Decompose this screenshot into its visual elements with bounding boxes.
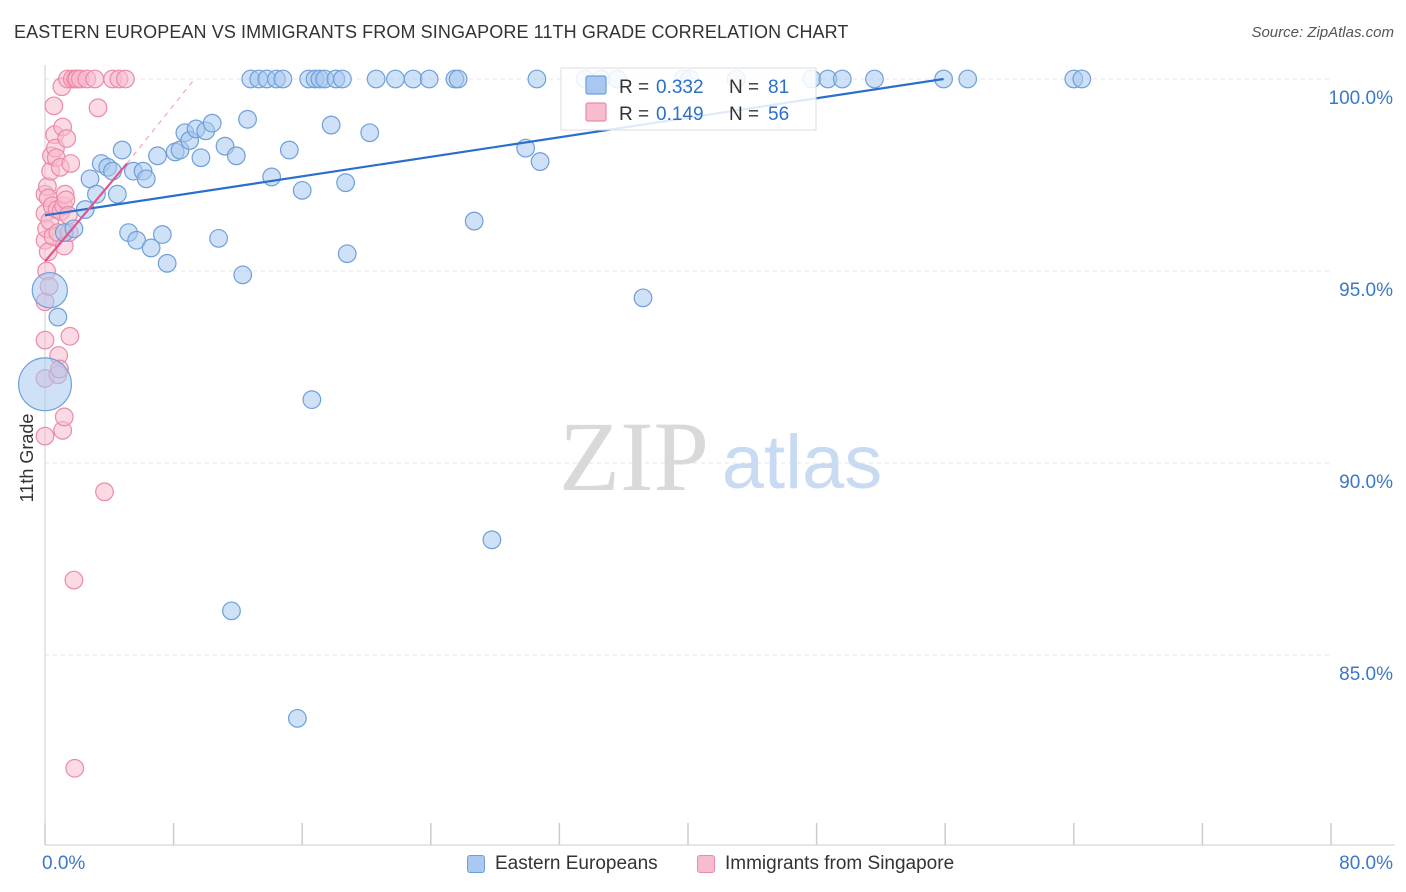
eastern-europeans-point — [226, 146, 246, 166]
eastern-europeans-point — [233, 265, 253, 285]
singapore-point — [65, 758, 85, 778]
series-eastern-europeans-points — [18, 69, 1092, 728]
eastern-europeans-point — [107, 184, 127, 204]
eastern-europeans-point — [958, 69, 978, 89]
eastern-europeans-point — [238, 109, 257, 129]
stats-r-value-pink: 0.149 — [656, 104, 704, 125]
eastern-europeans-point — [419, 69, 439, 89]
eastern-europeans-point — [262, 167, 282, 187]
stats-n-value-blue: 81 — [768, 77, 789, 98]
stats-legend-pink-swatch — [585, 102, 607, 122]
eastern-europeans-point — [127, 230, 147, 250]
stats-legend: R = 0.332 N = 81 R = 0.149 N = 56 — [560, 67, 817, 131]
singapore-point — [35, 330, 55, 350]
stats-n-label-pink: N = — [729, 104, 759, 125]
y-tick-label: 100.0% — [1329, 88, 1394, 109]
singapore-point — [115, 69, 135, 89]
legend-label-singapore: Immigrants from Singapore — [725, 853, 955, 874]
eastern-europeans-point — [141, 238, 161, 258]
eastern-europeans-point — [292, 180, 312, 200]
eastern-europeans-point — [482, 530, 502, 550]
eastern-europeans-point — [202, 113, 222, 133]
singapore-point — [60, 326, 80, 346]
eastern-europeans-point — [209, 228, 229, 248]
eastern-europeans-point — [31, 272, 69, 309]
singapore-point — [61, 154, 81, 173]
singapore-point — [35, 426, 55, 446]
eastern-europeans-point — [48, 307, 68, 327]
chart-title: EASTERN EUROPEAN VS IMMIGRANTS FROM SING… — [14, 22, 849, 42]
watermark-zip: ZIP — [559, 401, 709, 512]
eastern-europeans-point — [360, 123, 380, 143]
singapore-point — [85, 69, 105, 89]
axes — [44, 65, 1395, 846]
y-tick-label: 85.0% — [1339, 664, 1393, 685]
legend-swatch-pink — [697, 855, 715, 873]
eastern-europeans-point — [302, 390, 322, 410]
stats-r-value-blue: 0.332 — [656, 77, 704, 98]
trend-line-singapore-extension — [126, 78, 195, 164]
eastern-europeans-point — [18, 357, 72, 412]
stats-r-label-blue: R = — [619, 77, 649, 98]
eastern-europeans-point — [87, 184, 106, 204]
singapore-point — [44, 96, 64, 116]
eastern-europeans-point — [403, 69, 423, 89]
eastern-europeans-point — [530, 152, 550, 171]
tick-labels: 100.0% 95.0% 90.0% 85.0% 0.0% 80.0% — [42, 88, 1393, 874]
bottom-legend: Eastern Europeans Immigrants from Singap… — [0, 850, 1406, 880]
trend-line-singapore — [44, 162, 128, 263]
singapore-point — [64, 570, 84, 590]
x-tick-label-min: 0.0% — [42, 853, 85, 874]
eastern-europeans-point — [103, 161, 122, 181]
eastern-europeans-point — [1072, 69, 1092, 89]
eastern-europeans-point — [191, 148, 211, 168]
singapore-point — [95, 482, 114, 502]
eastern-europeans-point — [337, 244, 357, 264]
watermark-atlas: atlas — [722, 420, 883, 505]
eastern-europeans-point — [832, 69, 852, 89]
eastern-europeans-point — [527, 69, 547, 89]
eastern-europeans-point — [222, 601, 241, 621]
stats-n-label-blue: N = — [729, 77, 759, 98]
x-tick-label-max: 80.0% — [1339, 853, 1393, 874]
eastern-europeans-point — [136, 169, 156, 189]
legend-label-eastern-europeans: Eastern Europeans — [495, 853, 658, 874]
eastern-europeans-point — [865, 69, 884, 89]
eastern-europeans-point — [157, 253, 177, 273]
eastern-europeans-point — [448, 69, 468, 89]
singapore-point — [54, 407, 74, 427]
eastern-europeans-point — [464, 211, 484, 231]
eastern-europeans-point — [279, 140, 299, 160]
eastern-europeans-point — [386, 69, 405, 89]
eastern-europeans-point — [152, 225, 172, 244]
singapore-point — [88, 98, 108, 118]
legend-item-singapore[interactable]: Immigrants from Singapore — [697, 853, 954, 875]
eastern-europeans-point — [633, 288, 653, 308]
eastern-europeans-point — [366, 69, 386, 89]
y-tick-label: 95.0% — [1339, 280, 1393, 301]
stats-n-value-pink: 56 — [768, 104, 789, 125]
stats-legend-blue-swatch — [585, 75, 607, 95]
eastern-europeans-point — [148, 146, 167, 166]
singapore-point — [57, 129, 77, 148]
eastern-europeans-point — [321, 115, 341, 135]
legend-item-eastern-europeans[interactable]: Eastern Europeans — [467, 853, 658, 875]
eastern-europeans-point — [112, 140, 132, 160]
singapore-point — [56, 190, 76, 210]
stats-r-label-pink: R = — [619, 104, 649, 125]
eastern-europeans-point — [273, 69, 293, 89]
eastern-europeans-point — [336, 173, 356, 193]
grid-lines — [45, 78, 1331, 656]
watermark: ZIP atlas — [559, 401, 882, 512]
eastern-europeans-point — [332, 69, 352, 89]
eastern-europeans-point — [287, 708, 307, 728]
y-axis-label: 11th Grade — [17, 414, 37, 503]
source-label: Source: ZipAtlas.com — [1251, 24, 1394, 41]
y-tick-label: 90.0% — [1339, 472, 1393, 493]
legend-swatch-blue — [467, 855, 485, 873]
